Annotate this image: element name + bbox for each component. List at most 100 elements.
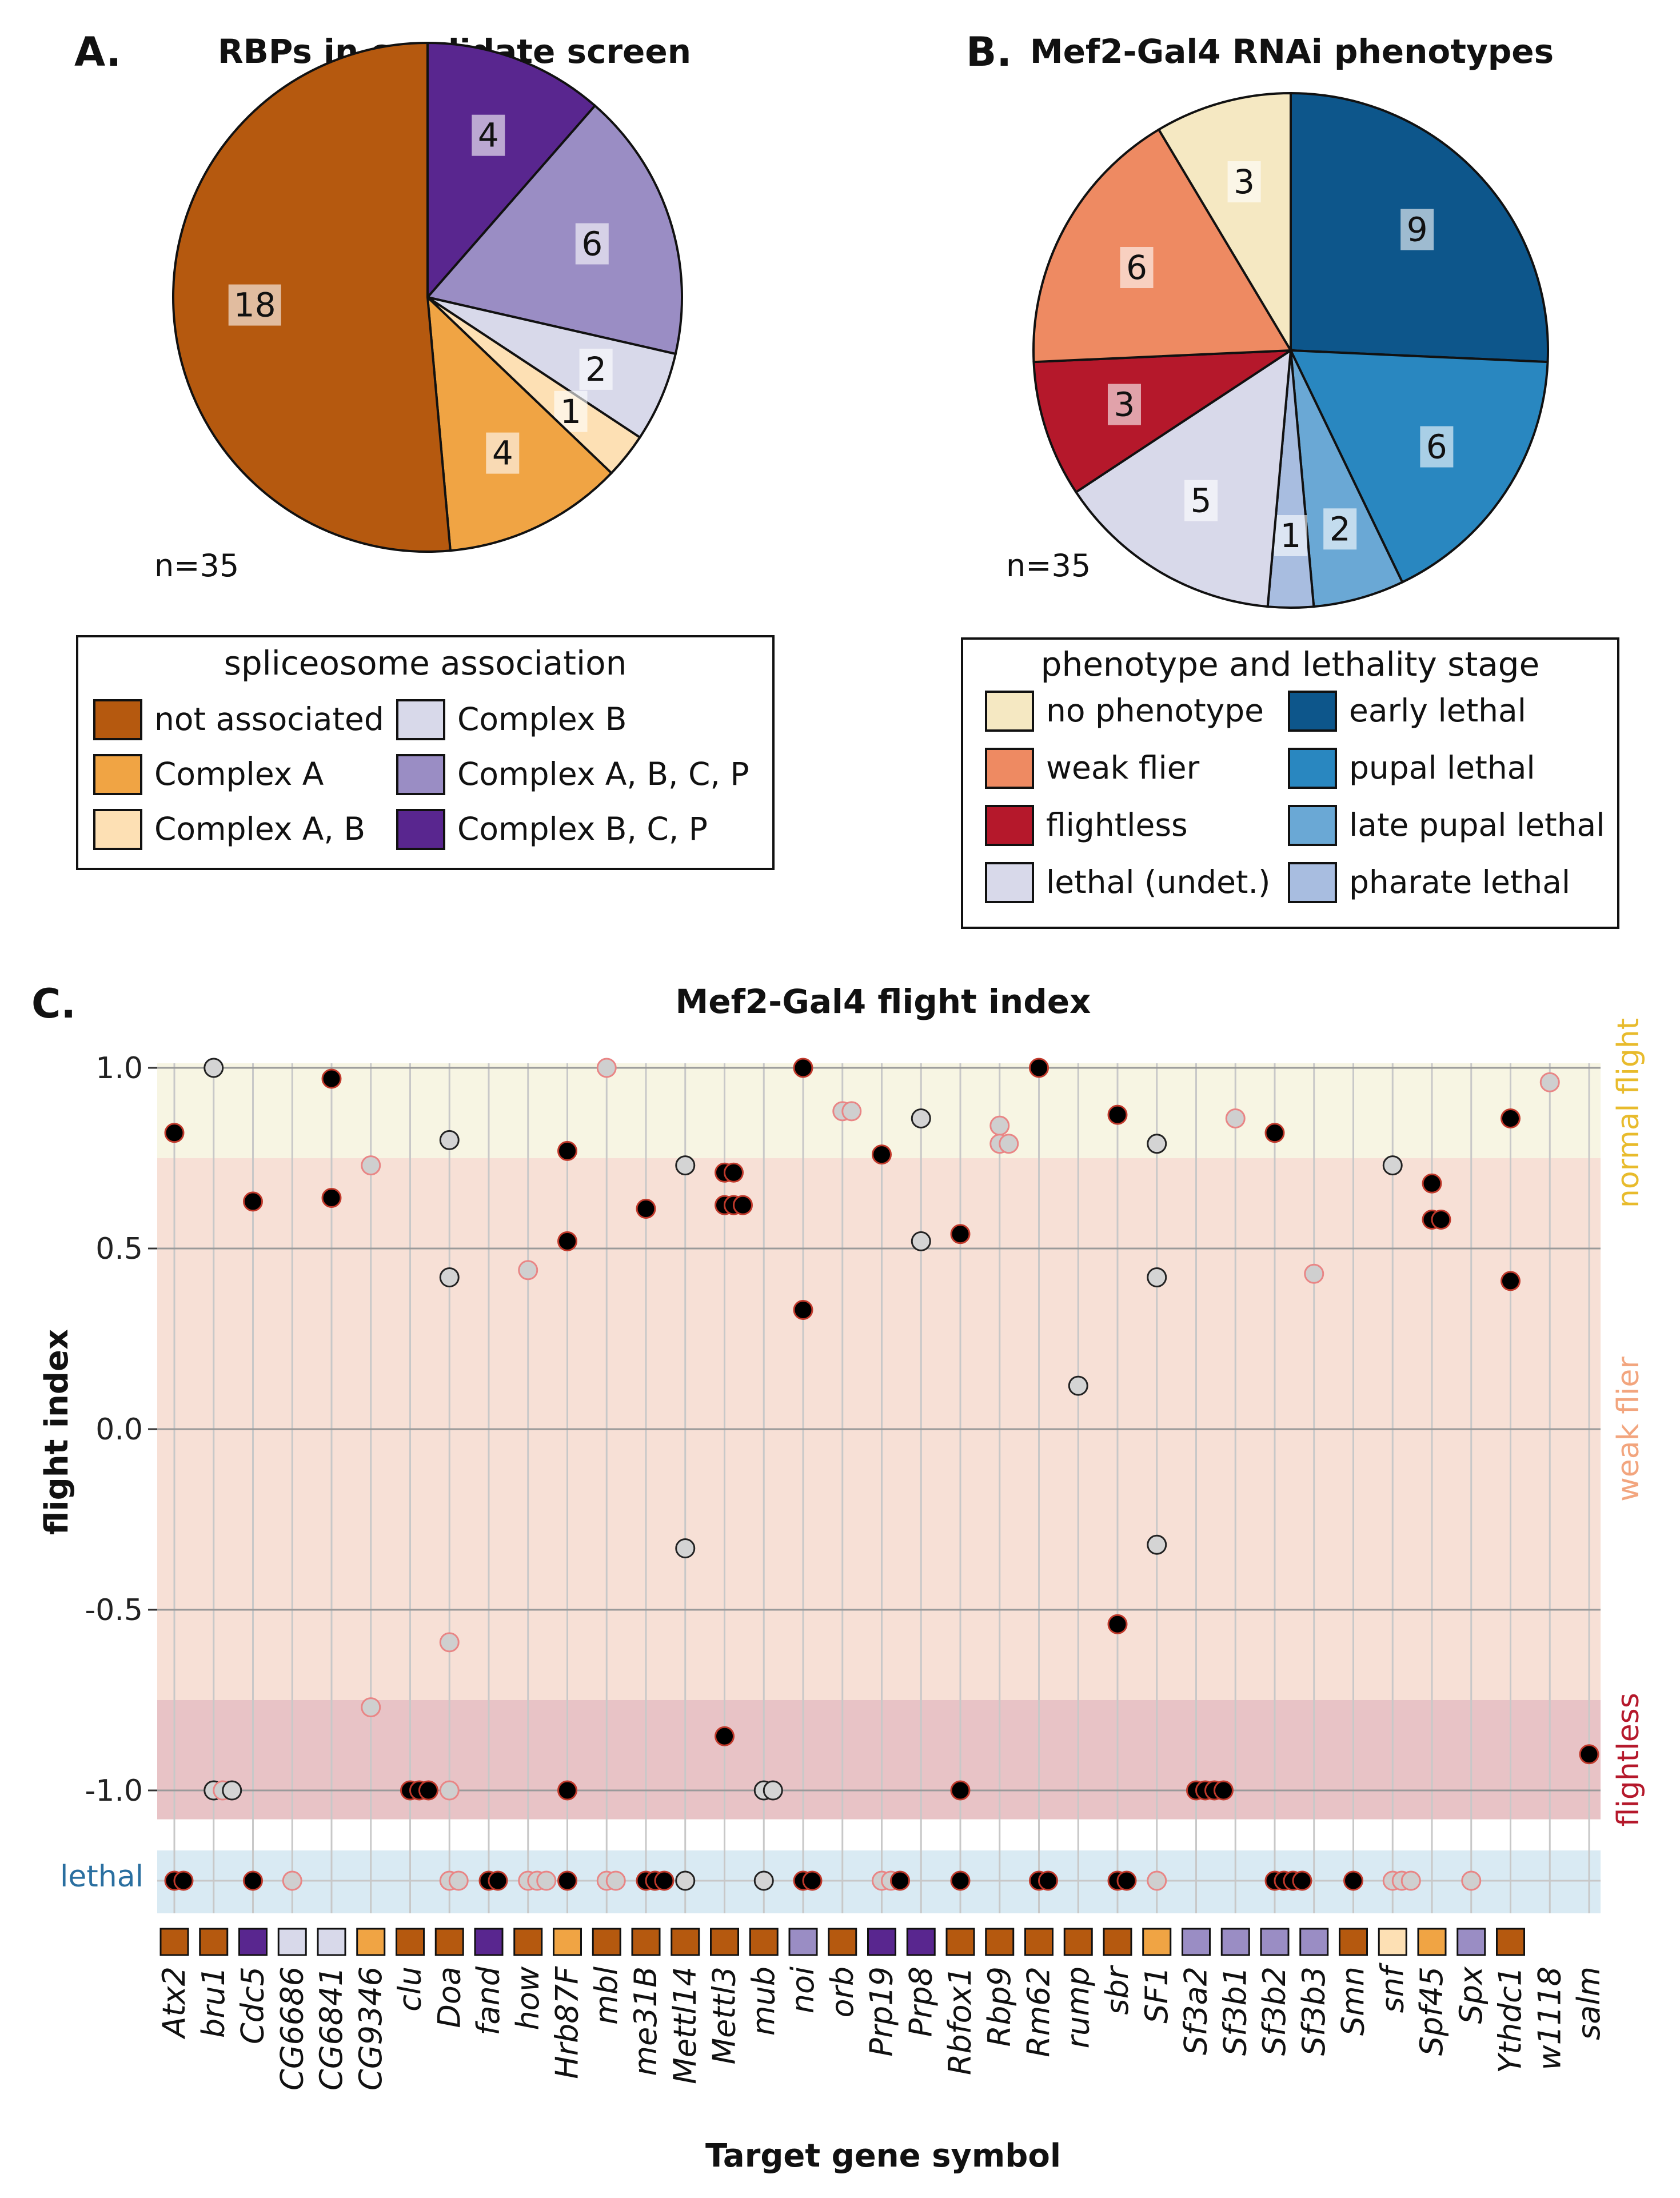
gene-label-fand: fand — [470, 1966, 506, 2035]
legend-b-swatch-pharate-lethal — [1288, 862, 1337, 903]
pie-b-label-bg-late-pupal-lethal — [1323, 508, 1357, 550]
gene-label-sf3b1: Sf3b1 — [1217, 1966, 1253, 2056]
group-square-ythdc1 — [1496, 1928, 1525, 1956]
point-mub — [763, 1780, 783, 1801]
group-square-sf1 — [1142, 1928, 1172, 1956]
gene-label-snf: snf — [1374, 1962, 1410, 2013]
group-square-fand — [474, 1928, 504, 1956]
group-square-hrb87f — [553, 1928, 582, 1956]
legend-b-item-flightless: flightless — [1046, 807, 1188, 843]
pie-a-label-bg-complex-a-b-c-p — [575, 223, 609, 265]
pie-a-slice-complex-a — [426, 294, 613, 552]
gene-label-rbp9: Rbp9 — [981, 1966, 1017, 2047]
legend-a-swatch-complex-a — [93, 754, 142, 795]
gene-label-spf45: Spf45 — [1414, 1966, 1450, 2056]
legend-a-swatch-not-associated — [93, 699, 142, 740]
legend-b-swatch-pupal-lethal — [1288, 748, 1337, 789]
pie-b-value-lethal-undet: 5 — [1191, 481, 1212, 520]
point-sf3b2 — [1264, 1123, 1285, 1143]
legend-a-swatch-complex-a-b-c-p — [396, 754, 445, 795]
legend-b-item-weak-flier: weak flier — [1046, 749, 1200, 786]
group-square-orb — [828, 1928, 857, 1956]
group-square-sbr — [1103, 1928, 1132, 1956]
pie-b-label-bg-pupal-lethal — [1420, 426, 1454, 468]
group-square-sf3a2 — [1182, 1928, 1211, 1956]
zone-label-normal-flight: normal flight — [1611, 1018, 1646, 1208]
point-sf3b3 — [1304, 1263, 1324, 1284]
point-bru1 — [203, 1058, 224, 1078]
legend-a-item-not-associated: not associated — [154, 701, 384, 737]
gene-label-me31b: me31B — [628, 1966, 664, 2076]
point-mettl14 — [675, 1538, 696, 1559]
y-tick-label: -1.0 — [85, 1774, 143, 1808]
pie-b-value-late-pupal-lethal: 2 — [1330, 509, 1351, 548]
group-square-rm62 — [1024, 1928, 1054, 1956]
pie-a-value-complex-a-b-c-p: 6 — [581, 224, 602, 263]
scatter-zones — [157, 1063, 1601, 1913]
pie-b-label-bg-flightless — [1107, 384, 1141, 425]
pie-b-label-bg-weak-flier — [1120, 246, 1154, 288]
pie-a-value-complex-a: 4 — [492, 434, 513, 473]
gene-label-bru1: bru1 — [195, 1966, 232, 2038]
gene-label-cdc5: Cdc5 — [235, 1966, 271, 2044]
legend-a-item-complex-a-b: Complex A, B — [154, 811, 365, 847]
gene-label-cg6686: CG6686 — [274, 1966, 310, 2091]
gene-label-smn: Smn — [1335, 1966, 1371, 2036]
pie-a-label-bg-complex-b-c-p — [472, 114, 505, 156]
legend-b-swatch-no-phenotype — [985, 691, 1034, 732]
group-square-snf — [1378, 1928, 1407, 1956]
pie-a-slice-complex-a-b-c-p — [425, 104, 683, 356]
pie-b-label-bg-no-phenotype — [1227, 161, 1261, 203]
point-how — [518, 1260, 538, 1280]
group-square-sf3b3 — [1299, 1928, 1329, 1956]
point-mub — [753, 1870, 774, 1891]
gene-label-mettl3: Mettl3 — [707, 1966, 743, 2065]
pie-b-title: Mef2-Gal4 RNAi phenotypes — [1030, 32, 1554, 71]
group-square-mub — [749, 1928, 779, 1956]
point-smn — [1343, 1870, 1363, 1891]
gene-label-sf3b2: Sf3b2 — [1256, 1966, 1292, 2056]
pie-b-value-pupal-lethal: 6 — [1426, 428, 1447, 466]
group-square-cg6686 — [277, 1928, 307, 1956]
gene-label-sbr: sbr — [1099, 1965, 1135, 2014]
point-mettl3 — [724, 1162, 744, 1183]
gene-label-spx: Spx — [1453, 1966, 1489, 2024]
pie-a-label-bg-complex-b — [579, 348, 613, 390]
point-mettl14 — [675, 1870, 696, 1891]
pie-a-slice-complex-b — [426, 296, 677, 439]
scatter-points — [164, 1058, 1599, 1891]
point-rump — [1068, 1375, 1088, 1396]
point-prp19 — [872, 1144, 892, 1165]
point-cg9346 — [361, 1697, 381, 1718]
pie-a-label-bg-complex-a — [486, 432, 520, 474]
legend-a-item-complex-b-c-p: Complex B, C, P — [457, 811, 708, 847]
point-me31b — [654, 1870, 675, 1891]
x-axis-title: Target gene symbol — [705, 2137, 1061, 2175]
legend-b-item-early-lethal: early lethal — [1349, 692, 1526, 729]
gene-label-cg6841: CG6841 — [313, 1966, 349, 2091]
point-sf1 — [1147, 1870, 1167, 1891]
group-square-rbfox1 — [945, 1928, 975, 1956]
panel-a-letter: A. — [74, 29, 121, 75]
y-tick-label: 0.0 — [95, 1413, 143, 1447]
group-square-cdc5 — [238, 1928, 268, 1956]
panel-b: B. Mef2-Gal4 RNAi phenotypes 9 6 21 5 3 6 3 n=… — [961, 29, 1619, 929]
panel-c: C. Mef2-Gal4 flight index 1.0 0.5 0.0 -0.5 -… — [31, 980, 1646, 2175]
point-spf45 — [1422, 1173, 1442, 1194]
legend-b-swatch-late-pupal-lethal — [1288, 805, 1337, 846]
gene-label-rm62: Rm62 — [1021, 1966, 1057, 2057]
y-tick-label: 0.5 — [95, 1232, 143, 1266]
point-rbp9 — [989, 1115, 1010, 1136]
legend-b-title: phenotype and lethality stage — [1041, 645, 1540, 684]
legend-b-item-pharate-lethal: pharate lethal — [1349, 864, 1570, 900]
group-square-atx2 — [159, 1928, 189, 1956]
group-square-mettl14 — [671, 1928, 700, 1956]
legend-a-item-complex-a: Complex A — [154, 756, 324, 792]
group-square-smn — [1339, 1928, 1368, 1956]
group-square-prp19 — [867, 1928, 896, 1956]
legend-a-item-complex-b: Complex B — [457, 701, 626, 737]
pie-b: 9 6 21 5 3 6 3 — [1032, 91, 1549, 609]
gene-label-mbl: mbl — [588, 1966, 624, 2025]
point-hrb87f — [557, 1780, 577, 1801]
group-square-cg9346 — [356, 1928, 386, 1956]
